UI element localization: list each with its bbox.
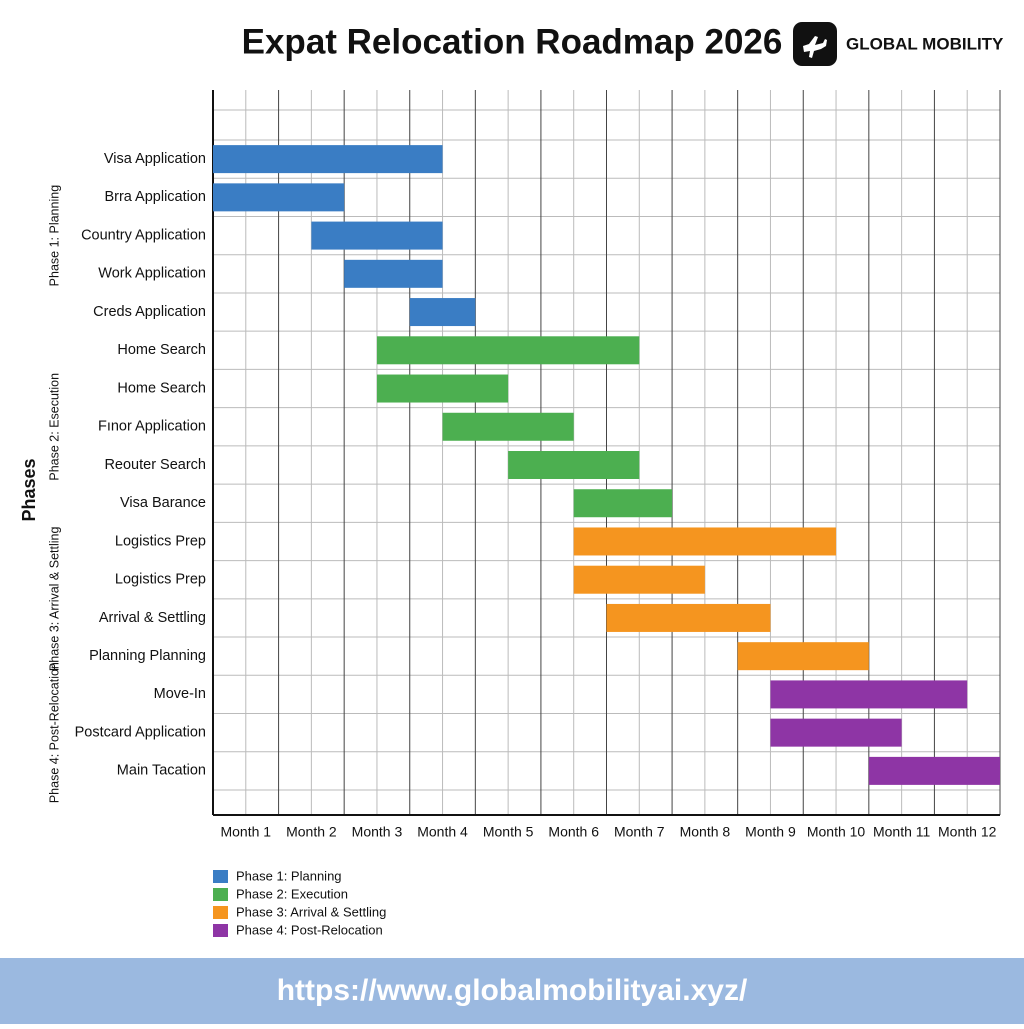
- task-label: Visa Barance: [120, 495, 206, 511]
- task-bar: [573, 565, 705, 594]
- legend-label: Phase 2: Execution: [236, 886, 348, 901]
- x-tick-label: Month 11: [873, 824, 931, 840]
- task-bar: [213, 145, 443, 174]
- task-label: Logistics Prep: [115, 533, 206, 549]
- task-bar: [213, 183, 345, 212]
- task-label: Postcard Application: [75, 724, 206, 740]
- phase-group-label: Phase 4: Post-Relocation: [47, 662, 61, 803]
- brand-name: GLOBAL MOBILITY: [846, 34, 1004, 53]
- legend-label: Phase 4: Post-Relocation: [236, 922, 383, 937]
- footer-band: [0, 958, 1024, 1024]
- x-tick-label: Month 12: [938, 824, 997, 840]
- task-bar: [606, 603, 771, 632]
- task-bar: [311, 221, 443, 250]
- task-label: Home Search: [117, 342, 206, 358]
- legend-label: Phase 1: Planning: [236, 868, 342, 883]
- task-bar: [770, 718, 902, 747]
- task-label: Fınor Application: [98, 419, 206, 435]
- task-label: Visa Application: [104, 151, 206, 167]
- task-bar: [344, 259, 443, 288]
- plane-icon: [803, 36, 827, 58]
- x-tick-label: Month 5: [483, 824, 534, 840]
- phase-group-label: Phase 2: Esecution: [47, 373, 61, 481]
- task-bar: [573, 489, 673, 518]
- task-bar: [442, 412, 574, 441]
- legend-label: Phase 3: Arrival & Settling: [236, 904, 386, 919]
- task-label: Country Application: [81, 227, 206, 243]
- task-label: Arrival & Settling: [99, 610, 206, 626]
- task-bar: [868, 756, 1000, 785]
- task-label: Main Tacation: [117, 763, 206, 779]
- task-bar: [376, 336, 640, 365]
- x-tick-label: Month 3: [352, 824, 403, 840]
- legend-swatch: [213, 924, 228, 937]
- task-bar: [376, 374, 509, 403]
- task-bar: [409, 298, 476, 327]
- phase-group-label: Phase 3: Arrival & Settling: [47, 527, 61, 672]
- x-tick-label: Month 4: [417, 824, 468, 840]
- task-label: Home Search: [117, 380, 206, 396]
- footer-url: https://www.globalmobilityai.xyz/: [277, 974, 748, 1007]
- y-axis-title: Phases: [19, 458, 39, 521]
- task-label: Planning Planning: [89, 648, 206, 664]
- x-tick-label: Month 7: [614, 824, 665, 840]
- task-label: Logistics Prep: [115, 572, 206, 588]
- task-label: Work Application: [98, 266, 206, 282]
- task-label: Move-In: [154, 686, 206, 702]
- legend-swatch: [213, 888, 228, 901]
- task-bar: [770, 680, 968, 709]
- legend-swatch: [213, 906, 228, 919]
- x-tick-label: Month 8: [680, 824, 731, 840]
- x-tick-label: Month 10: [807, 824, 866, 840]
- x-tick-label: Month 6: [548, 824, 599, 840]
- phase-group-label: Phase 1: Planning: [47, 185, 61, 287]
- task-label: Reouter Search: [104, 457, 206, 473]
- task-label: Brra Application: [104, 189, 206, 205]
- task-bar: [573, 527, 837, 556]
- x-tick-label: Month 2: [286, 824, 337, 840]
- task-bar: [508, 451, 640, 479]
- legend-swatch: [213, 870, 228, 883]
- task-bar: [737, 642, 869, 671]
- x-tick-label: Month 1: [220, 824, 271, 840]
- x-tick-label: Month 9: [745, 824, 796, 840]
- task-label: Creds Application: [93, 304, 206, 320]
- chart-title: Expat Relocation Roadmap 2026: [242, 22, 783, 61]
